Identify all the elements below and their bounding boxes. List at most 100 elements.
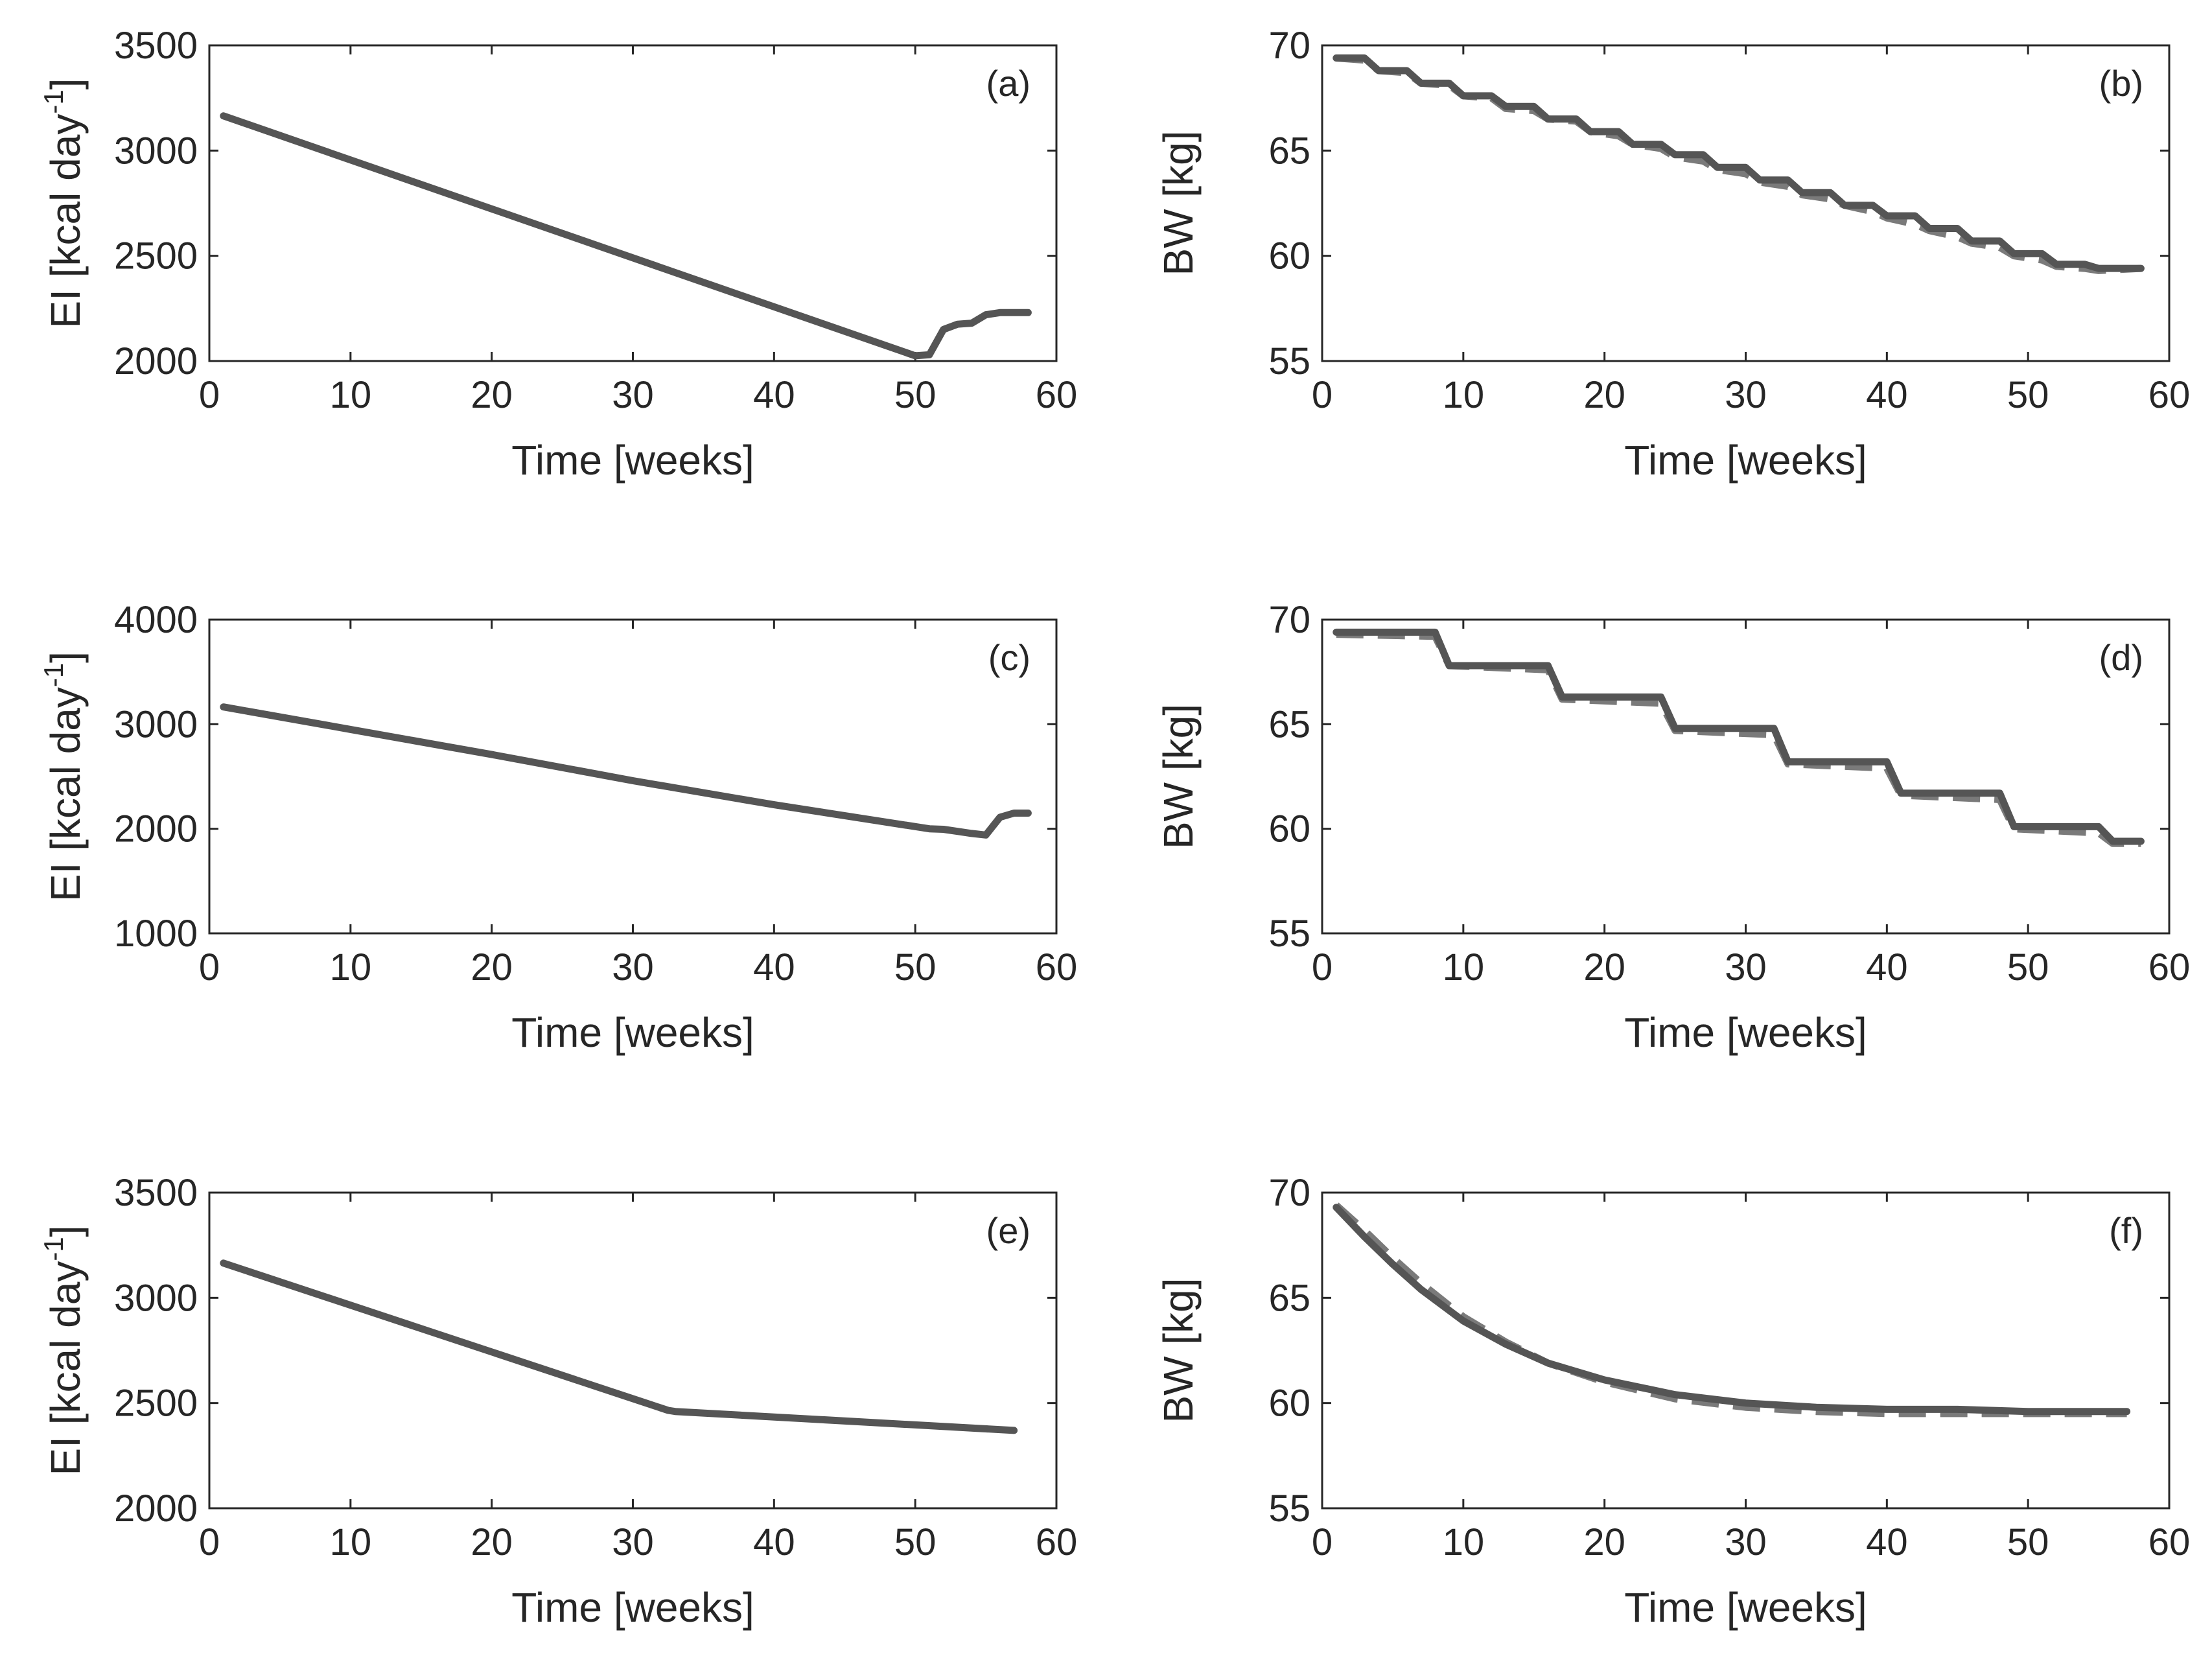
y-tick-label: 3000 bbox=[114, 130, 198, 172]
x-axis-title: Time [weeks] bbox=[1624, 1584, 1867, 1631]
y-tick-label: 70 bbox=[1268, 599, 1310, 641]
y-axis-title-superscript: -1 bbox=[38, 1237, 69, 1261]
x-axis-title: Time [weeks] bbox=[511, 1584, 754, 1631]
y-tick-label: 3000 bbox=[114, 1277, 198, 1319]
y-axis-title: BW [kg] bbox=[1155, 130, 1202, 275]
axes-frame bbox=[1321, 44, 2171, 362]
x-tick-label: 10 bbox=[330, 946, 372, 988]
series-solid-line bbox=[220, 112, 1032, 360]
x-tick-label: 0 bbox=[1312, 374, 1333, 416]
panel-label: (d) bbox=[2099, 637, 2143, 678]
x-tick-label: 50 bbox=[2007, 1521, 2049, 1563]
x-tick-label: 40 bbox=[1866, 1521, 1908, 1563]
x-tick-label: 60 bbox=[2148, 374, 2191, 416]
x-tick-label: 60 bbox=[2148, 1521, 2191, 1563]
x-tick-label: 20 bbox=[1583, 1521, 1625, 1563]
x-tick-label: 60 bbox=[1036, 374, 1078, 416]
x-tick-label: 0 bbox=[199, 1521, 220, 1563]
x-tick-label: 10 bbox=[330, 1521, 372, 1563]
y-tick-label: 2500 bbox=[114, 235, 198, 277]
y-tick-label: 70 bbox=[1268, 1172, 1310, 1214]
y-axis-title: EI [kcal day-1] bbox=[38, 78, 89, 329]
panel-c: 0 10 20 30 40 50 60 1000 2000 3000 4000 Time [weeks… bbox=[38, 599, 1077, 1056]
x-tick-label: 10 bbox=[1443, 946, 1485, 988]
y-tick-label: 2500 bbox=[114, 1383, 198, 1425]
y-tick-label: 65 bbox=[1268, 703, 1310, 745]
x-tick-label: 50 bbox=[2007, 374, 2049, 416]
x-tick-label: 20 bbox=[1583, 946, 1625, 988]
y-tick-label: 70 bbox=[1268, 25, 1310, 67]
x-axis-title: Time [weeks] bbox=[511, 1009, 754, 1056]
x-tick-label: 30 bbox=[1725, 1521, 1767, 1563]
axes-frame bbox=[208, 1191, 1058, 1510]
x-tick-label: 30 bbox=[612, 374, 654, 416]
y-axis-title-main: BW [kg] bbox=[1155, 1278, 1202, 1423]
panel-b: 0 10 20 30 40 50 60 55 60 65 70 Time [weeks] BW [kg]… bbox=[1155, 25, 2190, 484]
series-dashed-line bbox=[1334, 1202, 2127, 1418]
y-tick-label: 55 bbox=[1268, 1488, 1310, 1530]
y-axis-title: BW [kg] bbox=[1155, 1278, 1202, 1423]
y-tick-label: 60 bbox=[1268, 1383, 1310, 1425]
y-axis-title-main: EI [kcal day bbox=[42, 114, 89, 329]
x-tick-label: 0 bbox=[199, 946, 220, 988]
y-tick-label: 3500 bbox=[114, 25, 198, 67]
x-tick-label: 50 bbox=[894, 946, 937, 988]
x-tick-label: 10 bbox=[1443, 1521, 1485, 1563]
series-solid-line bbox=[1333, 628, 2145, 845]
axes-frame bbox=[1321, 1191, 2171, 1510]
x-tick-label: 20 bbox=[471, 1521, 513, 1563]
x-tick-label: 0 bbox=[1312, 946, 1333, 988]
y-tick-label: 65 bbox=[1268, 130, 1310, 172]
axes-frame bbox=[208, 44, 1058, 362]
y-axis-title-main: EI [kcal day bbox=[42, 1261, 89, 1476]
y-tick-label: 3000 bbox=[114, 703, 198, 745]
x-tick-label: 40 bbox=[1866, 946, 1908, 988]
x-tick-label: 30 bbox=[612, 946, 654, 988]
y-tick-label: 4000 bbox=[114, 599, 198, 641]
panel-a: 0 10 20 30 40 50 60 2000 2500 3000 3500 Time [weeks… bbox=[38, 25, 1077, 484]
y-tick-label: 2000 bbox=[114, 808, 198, 850]
y-tick-label: 2000 bbox=[114, 340, 198, 382]
y-axis-title: EI [kcal day-1] bbox=[38, 1226, 89, 1476]
panel-label: (b) bbox=[2099, 63, 2143, 104]
y-axis-title-main: EI [kcal day bbox=[42, 687, 89, 902]
y-axis-title-superscript: -1 bbox=[38, 663, 69, 687]
y-tick-label: 55 bbox=[1268, 913, 1310, 955]
y-tick-label: 2000 bbox=[114, 1488, 198, 1530]
panel-f: 0 10 20 30 40 50 60 55 60 65 70 Time [weeks] BW [kg]… bbox=[1155, 1172, 2190, 1631]
x-tick-label: 60 bbox=[2148, 946, 2191, 988]
panel-label: (e) bbox=[986, 1210, 1030, 1251]
x-tick-label: 60 bbox=[1036, 946, 1078, 988]
y-tick-label: 65 bbox=[1268, 1277, 1310, 1319]
series-solid-line bbox=[220, 703, 1032, 839]
x-tick-label: 30 bbox=[1725, 374, 1767, 416]
x-tick-label: 40 bbox=[753, 946, 795, 988]
y-axis-title-suffix: ] bbox=[42, 1226, 89, 1237]
x-tick-label: 30 bbox=[612, 1521, 654, 1563]
x-tick-label: 40 bbox=[1866, 374, 1908, 416]
x-tick-label: 0 bbox=[199, 374, 220, 416]
y-tick-label: 60 bbox=[1268, 235, 1310, 277]
x-tick-label: 10 bbox=[1443, 374, 1485, 416]
x-tick-label: 50 bbox=[894, 374, 937, 416]
series-solid-line bbox=[220, 1259, 1018, 1434]
y-axis-title: BW [kg] bbox=[1155, 704, 1202, 849]
series-solid-line bbox=[1333, 1204, 2131, 1416]
y-axis-title-superscript: -1 bbox=[38, 89, 69, 113]
x-tick-label: 20 bbox=[1583, 374, 1625, 416]
panel-label: (a) bbox=[986, 63, 1030, 104]
y-axis-title-main: BW [kg] bbox=[1155, 130, 1202, 275]
x-tick-label: 40 bbox=[753, 1521, 795, 1563]
y-tick-label: 55 bbox=[1268, 340, 1310, 382]
panel-d: 0 10 20 30 40 50 60 55 60 65 70 Time [weeks] BW [kg]… bbox=[1155, 599, 2190, 1056]
x-tick-label: 0 bbox=[1312, 1521, 1333, 1563]
x-axis-title: Time [weeks] bbox=[1624, 1009, 1867, 1056]
x-tick-label: 10 bbox=[330, 374, 372, 416]
y-axis-title-suffix: ] bbox=[42, 651, 89, 663]
y-tick-label: 60 bbox=[1268, 808, 1310, 850]
y-tick-label: 3500 bbox=[114, 1172, 198, 1214]
y-axis-title-main: BW [kg] bbox=[1155, 704, 1202, 849]
x-tick-label: 30 bbox=[1725, 946, 1767, 988]
x-tick-label: 20 bbox=[471, 374, 513, 416]
